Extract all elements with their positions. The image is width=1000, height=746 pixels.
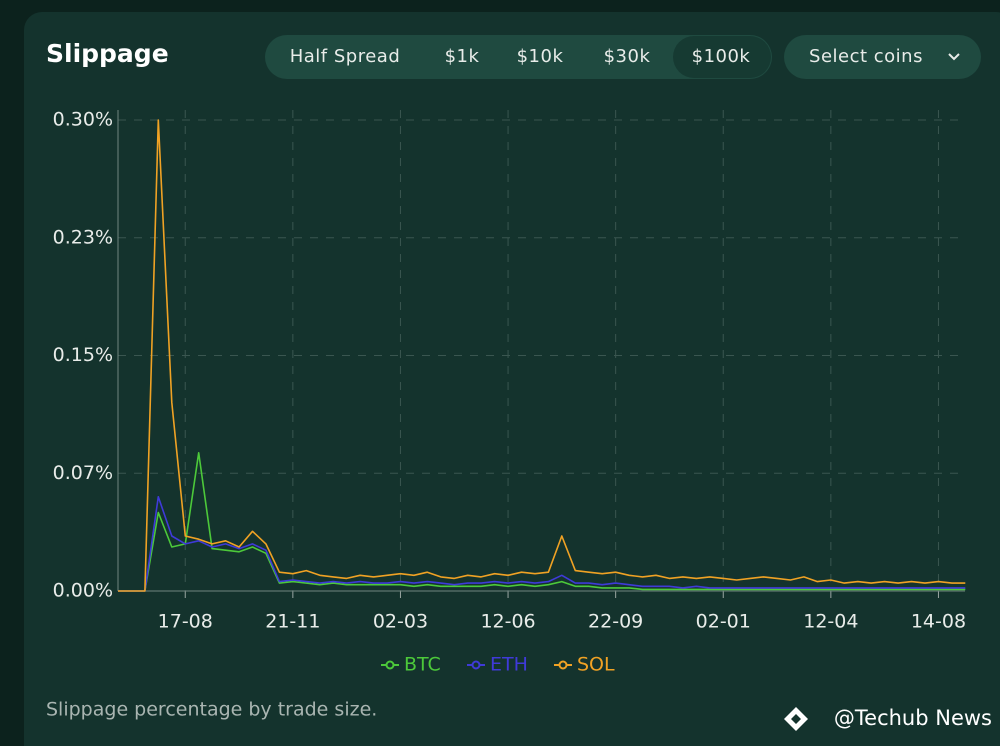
x-tick-label: 14-08	[911, 611, 966, 633]
y-tick-label: 0.23%	[53, 226, 113, 248]
caption: Slippage percentage by trade size.	[46, 699, 377, 721]
series-line	[118, 496, 966, 592]
x-tick-label: 12-06	[480, 611, 535, 633]
button[interactable]: $100k	[692, 46, 751, 67]
legend-marker	[471, 660, 481, 670]
button-group	[265, 35, 772, 79]
button[interactable]: $30k	[604, 46, 651, 67]
legend-label: ETH	[490, 654, 528, 676]
legend-marker	[558, 660, 568, 670]
x-tick-label: 22-09	[588, 611, 643, 633]
series-line	[118, 119, 966, 592]
legend-marker	[385, 660, 395, 670]
legend-label: BTC	[404, 654, 441, 676]
button[interactable]: $10k	[517, 46, 564, 67]
x-tick-label: 12-04	[803, 611, 858, 633]
button[interactable]: Half Spread	[290, 46, 401, 67]
x-tick-label: 21-11	[265, 611, 320, 633]
x-tick-label: 02-01	[696, 611, 751, 633]
y-tick-label: 0.30%	[53, 109, 113, 131]
x-tick-label: 17-08	[158, 611, 213, 633]
select-coins[interactable]	[784, 35, 981, 79]
legend-label: SOL	[577, 654, 615, 676]
y-tick-label: 0.15%	[53, 344, 113, 366]
button[interactable]: $1k	[445, 46, 480, 67]
watermark-logo	[784, 707, 808, 731]
chevron	[948, 53, 960, 61]
watermark: @Techub News	[834, 706, 992, 730]
selected-button-bg	[673, 36, 771, 78]
y-tick-label: 0.07%	[53, 462, 113, 484]
y-tick-label: 0.00%	[53, 580, 113, 602]
x-tick-label: 02-03	[373, 611, 428, 633]
series-line	[118, 452, 966, 592]
chart-title: Slippage	[46, 39, 169, 68]
card	[24, 12, 1000, 746]
select-label[interactable]: Select coins	[809, 46, 923, 67]
